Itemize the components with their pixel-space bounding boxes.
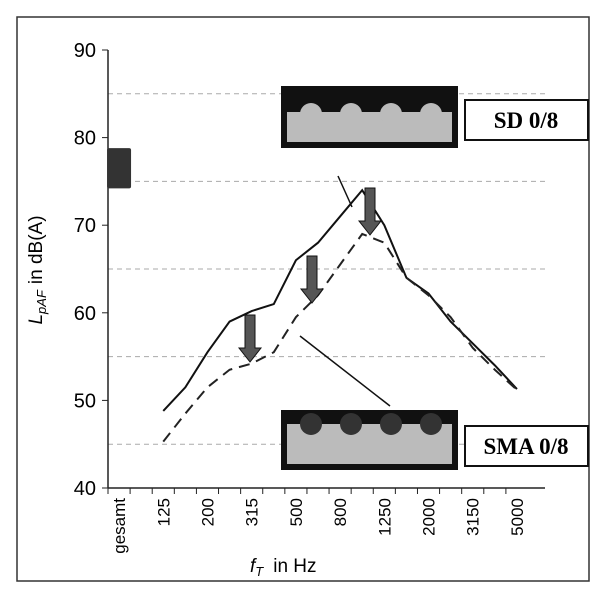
legend-box (464, 425, 589, 467)
frame (16, 16, 590, 582)
y-axis-label: LpAF in dB(A) (26, 215, 49, 324)
series-line (162, 232, 518, 443)
x-label-subscript: T (255, 564, 264, 579)
x-tick-label: 3150 (464, 498, 483, 536)
y-tick-label: 70 (74, 215, 96, 237)
legend-box (464, 99, 589, 141)
y-tick-label: 80 (74, 128, 96, 150)
x-tick-label: 2000 (420, 498, 439, 536)
x-tick-label: 800 (331, 498, 350, 526)
legend-label: SD 0/8 (494, 108, 559, 133)
series-line (162, 188, 518, 412)
plot: 40 50 60 70 80 90 gesamt 125 200 315 500 800 1250 200… (74, 40, 545, 554)
sd-illustration (281, 86, 458, 148)
x-tick-label: 500 (287, 498, 306, 526)
x-tick-label: 200 (198, 498, 217, 526)
connector (299, 335, 391, 407)
x-tick-label: 5000 (508, 498, 527, 536)
x-axis-label: fT in Hz (250, 556, 317, 579)
y-label-subscript: pAF (34, 289, 49, 315)
y-tick-label: 40 (74, 478, 96, 500)
gesamt-bar (107, 148, 132, 189)
x-tick-label: 125 (154, 498, 173, 526)
y-tick-label: 50 (74, 390, 96, 412)
arrows (237, 187, 383, 363)
x-tick-label: gesamt (110, 498, 129, 554)
legend-label: SMA 0/8 (484, 434, 569, 459)
x-tick-label: 315 (243, 498, 262, 526)
x-label-symbol: f (250, 556, 257, 577)
x-label-unit: in Hz (273, 556, 316, 577)
y-tick-label: 60 (74, 303, 96, 325)
y-label-symbol: L (26, 314, 47, 325)
y-tick-label: 90 (74, 40, 96, 62)
connector (337, 175, 353, 208)
x-tick-label: 1250 (375, 498, 394, 536)
sma-illustration (281, 410, 458, 470)
y-label-unit: in dB(A) (26, 215, 47, 284)
